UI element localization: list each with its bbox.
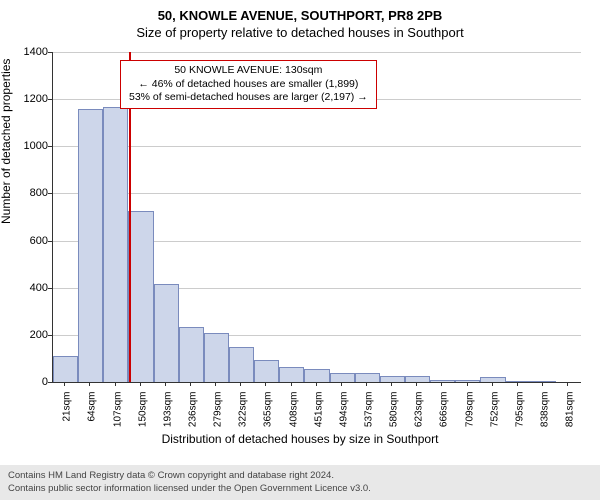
footer-attribution: Contains HM Land Registry data © Crown c… bbox=[0, 465, 600, 500]
x-axis-label: Distribution of detached houses by size … bbox=[0, 432, 600, 446]
y-tick-label: 400 bbox=[8, 282, 48, 294]
histogram-bar bbox=[179, 327, 204, 382]
histogram-bar bbox=[254, 360, 279, 382]
page-title: 50, KNOWLE AVENUE, SOUTHPORT, PR8 2PB bbox=[0, 0, 600, 23]
x-tick-mark bbox=[567, 382, 568, 386]
y-tick-label: 800 bbox=[8, 187, 48, 199]
y-tick-mark bbox=[48, 52, 52, 53]
x-tick-mark bbox=[366, 382, 367, 386]
x-tick-mark bbox=[492, 382, 493, 386]
histogram-bar bbox=[380, 376, 405, 382]
x-tick-mark bbox=[441, 382, 442, 386]
x-tick-mark bbox=[391, 382, 392, 386]
infobox-line3: 53% of semi-detached houses are larger (… bbox=[129, 91, 368, 105]
histogram-bar bbox=[355, 373, 380, 382]
histogram-bar bbox=[506, 381, 531, 382]
histogram-bar bbox=[405, 376, 430, 382]
histogram-bar bbox=[279, 367, 304, 382]
y-tick-mark bbox=[48, 99, 52, 100]
histogram-bar bbox=[304, 369, 329, 382]
x-tick-mark bbox=[190, 382, 191, 386]
x-tick-mark bbox=[467, 382, 468, 386]
histogram-bar bbox=[330, 373, 355, 382]
gridline bbox=[53, 146, 581, 147]
y-tick-label: 600 bbox=[8, 235, 48, 247]
footer-line1: Contains HM Land Registry data © Crown c… bbox=[8, 470, 592, 482]
y-tick-label: 200 bbox=[8, 329, 48, 341]
histogram-bar bbox=[103, 107, 128, 382]
y-tick-mark bbox=[48, 335, 52, 336]
page-subtitle: Size of property relative to detached ho… bbox=[0, 23, 600, 40]
x-tick-mark bbox=[165, 382, 166, 386]
x-tick-mark bbox=[291, 382, 292, 386]
x-tick-mark bbox=[215, 382, 216, 386]
histogram-bar bbox=[204, 333, 229, 383]
x-tick-mark bbox=[341, 382, 342, 386]
chart-container: 50, KNOWLE AVENUE, SOUTHPORT, PR8 2PB Si… bbox=[0, 0, 600, 500]
y-tick-label: 0 bbox=[8, 376, 48, 388]
histogram-bar bbox=[53, 356, 78, 382]
x-tick-mark bbox=[140, 382, 141, 386]
histogram-bar bbox=[531, 381, 556, 382]
y-tick-label: 1400 bbox=[8, 46, 48, 58]
histogram-bar bbox=[229, 347, 254, 382]
y-tick-mark bbox=[48, 288, 52, 289]
x-tick-mark bbox=[64, 382, 65, 386]
footer-line2: Contains public sector information licen… bbox=[8, 483, 592, 495]
x-tick-mark bbox=[542, 382, 543, 386]
histogram-bar bbox=[480, 377, 505, 382]
histogram-bar bbox=[78, 109, 103, 382]
x-tick-mark bbox=[89, 382, 90, 386]
histogram-bar bbox=[154, 284, 179, 382]
y-tick-label: 1000 bbox=[8, 140, 48, 152]
gridline bbox=[53, 52, 581, 53]
marker-info-box: 50 KNOWLE AVENUE: 130sqm ← 46% of detach… bbox=[120, 60, 377, 109]
x-tick-mark bbox=[316, 382, 317, 386]
y-tick-mark bbox=[48, 193, 52, 194]
histogram-bar bbox=[455, 380, 480, 382]
x-tick-mark bbox=[517, 382, 518, 386]
gridline bbox=[53, 193, 581, 194]
y-tick-mark bbox=[48, 382, 52, 383]
x-tick-mark bbox=[115, 382, 116, 386]
x-tick-mark bbox=[416, 382, 417, 386]
y-tick-label: 1200 bbox=[8, 93, 48, 105]
y-tick-mark bbox=[48, 146, 52, 147]
y-tick-mark bbox=[48, 241, 52, 242]
x-tick-mark bbox=[265, 382, 266, 386]
infobox-line2: ← 46% of detached houses are smaller (1,… bbox=[129, 78, 368, 92]
histogram-bar bbox=[430, 380, 455, 382]
infobox-line1: 50 KNOWLE AVENUE: 130sqm bbox=[129, 64, 368, 78]
histogram-bar bbox=[128, 211, 153, 382]
x-tick-mark bbox=[240, 382, 241, 386]
